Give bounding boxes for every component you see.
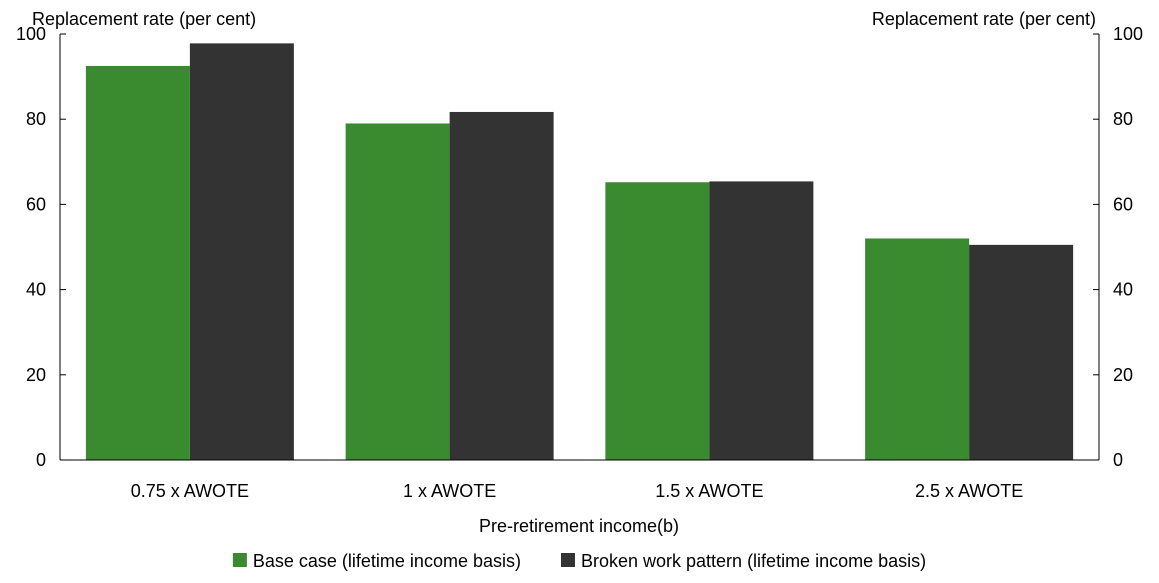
bar-broken-work-1 [449, 111, 554, 460]
legend-label-1: Broken work pattern (lifetime income bas… [581, 551, 926, 571]
y-tick-label-left: 20 [26, 365, 46, 385]
bar-base-case-0 [85, 65, 190, 460]
y-tick-label-right: 20 [1113, 365, 1133, 385]
y-axis-title-left: Replacement rate (per cent) [32, 9, 256, 29]
x-category-label: 0.75 x AWOTE [131, 481, 249, 501]
bar-broken-work-0 [189, 43, 294, 460]
x-category-label: 1.5 x AWOTE [655, 481, 763, 501]
x-category-label: 1 x AWOTE [403, 481, 496, 501]
y-tick-label-right: 0 [1113, 450, 1123, 470]
y-tick-label-right: 80 [1113, 109, 1133, 129]
y-tick-label-right: 60 [1113, 194, 1133, 214]
legend: Base case (lifetime income basis) Broken … [232, 551, 926, 571]
y-tick-label-right: 40 [1113, 280, 1133, 300]
legend-label-0: Base case (lifetime income basis) [253, 551, 521, 571]
y-tick-label-left: 60 [26, 194, 46, 214]
y-tick-label-left: 80 [26, 109, 46, 129]
bar-base-case-3 [865, 238, 970, 460]
bars-layer [85, 43, 1074, 461]
bar-broken-work-3 [969, 244, 1074, 460]
axes-layer [59, 34, 1100, 461]
legend-swatch-1 [560, 553, 575, 567]
y-tick-label-right: 100 [1113, 24, 1143, 44]
bar-base-case-2 [605, 182, 710, 461]
bar-base-case-1 [345, 123, 450, 461]
bar-broken-work-2 [709, 181, 814, 460]
x-category-label: 2.5 x AWOTE [915, 481, 1023, 501]
y-tick-label-left: 0 [36, 450, 46, 470]
y-tick-label-left: 40 [26, 280, 46, 300]
y-axis-title-right: Replacement rate (per cent) [872, 9, 1096, 29]
ticks-layer: 0 0 20 20 40 40 60 60 80 80 100 100 [16, 24, 1143, 470]
x-axis-title: Pre-retirement income(b) [479, 516, 679, 536]
category-labels-layer: 0.75 x AWOTE 1 x AWOTE 1.5 x AWOTE 2.5 x AW… [131, 481, 1024, 501]
legend-swatch-0 [232, 553, 247, 567]
y-tick-label-left: 100 [16, 24, 46, 44]
